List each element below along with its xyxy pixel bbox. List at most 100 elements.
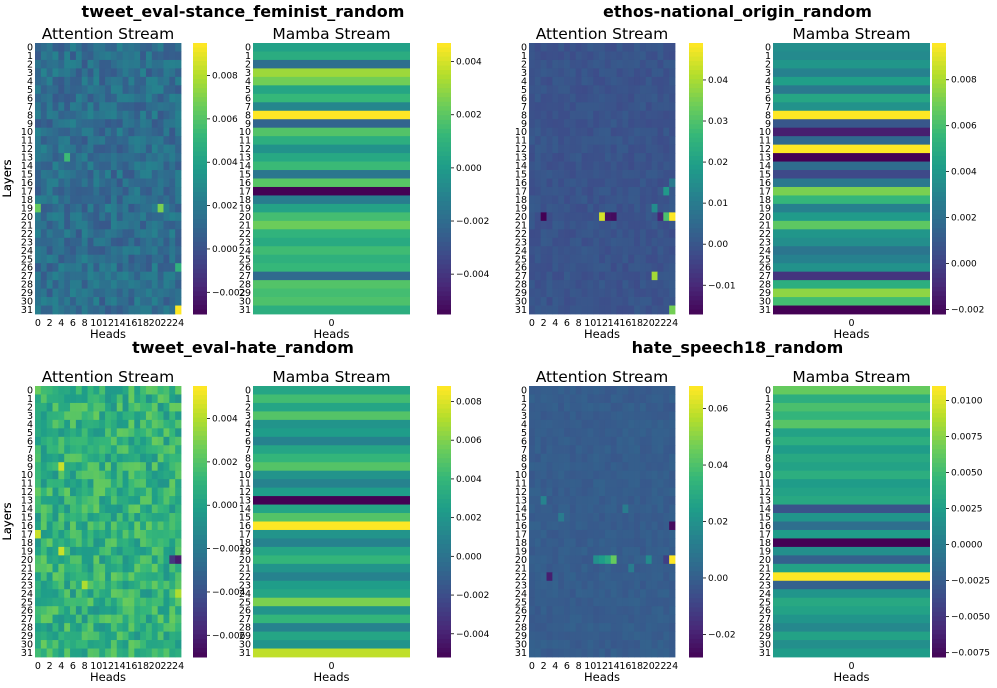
panel-2-mamba-colorbar-tick-label: 0.008 — [951, 76, 977, 86]
panel-2-attention-cell — [569, 271, 577, 281]
panel-1-attention-cell — [134, 161, 141, 171]
panel-4-attention-colorbar-segment — [689, 422, 703, 428]
panel-3-mamba-band — [253, 436, 410, 446]
panel-3-attention-cell — [122, 428, 129, 438]
panel-4-attention-cell — [645, 428, 653, 438]
panel-4-attention-cell — [639, 428, 647, 438]
panel-2-attention-cell — [604, 280, 612, 289]
panel-4-mamba-band — [773, 470, 930, 480]
panel-1-attention-cell — [105, 195, 112, 205]
panel-2-attention-cell — [639, 110, 647, 120]
panel-1-attention-cell — [87, 297, 94, 306]
panel-2-mamba-band — [773, 127, 930, 137]
panel-4-attention-cell — [534, 648, 542, 658]
panel-4-attention-cell — [634, 546, 641, 556]
panel-4-attention-cell — [599, 606, 606, 616]
panel-1-attention-cell — [70, 263, 77, 273]
panel-1-attention-cell — [87, 110, 94, 120]
panel-4-attention-cell — [622, 589, 629, 599]
panel-1-attention-cell — [157, 119, 164, 129]
panel-2-attention-cell — [610, 288, 617, 298]
panel-1-attention-cell — [122, 85, 129, 95]
panel-1-attention-cell — [93, 110, 100, 120]
panel-4-attention-colorbar-segment — [689, 638, 703, 644]
panel-3-attention-colorbar-segment — [193, 440, 207, 446]
panel-3-attention-cell — [175, 597, 182, 607]
panel-1-attention-cell — [116, 119, 123, 129]
panel-2-attention-cell — [610, 297, 617, 306]
panel-4-attention-cell — [657, 504, 664, 514]
panel-1-attention-cell — [116, 161, 123, 171]
panel-1-attention-colorbar-segment — [193, 173, 207, 179]
panel-1-mamba-colorbar-segment — [437, 173, 451, 179]
panel-1-attention-cell — [134, 271, 141, 281]
panel-1-mamba-colorbar-segment — [437, 246, 451, 252]
panel-3-attention-cell — [99, 428, 106, 438]
panel-1-attention-cell — [116, 280, 123, 289]
panel-2-attention-cell — [616, 161, 623, 171]
panel-3-mamba-band — [253, 504, 410, 514]
panel-1-attention-cell — [64, 68, 71, 78]
panel-1-attention-cell — [134, 85, 141, 95]
panel-2-attention-cell — [546, 263, 553, 273]
panel-3-attention-cell — [52, 648, 59, 658]
panel-2-attention-cell — [616, 178, 623, 188]
panel-4-attention-cell — [616, 411, 623, 421]
panel-3-attention-cell — [40, 546, 48, 556]
panel-4-attention-cell — [628, 631, 635, 641]
panel-3-attention-cell — [93, 623, 100, 632]
panel-3-layer-tick: 5 — [27, 428, 33, 439]
panel-4-head-tick: 24 — [666, 661, 678, 672]
panel-1-attention-cell — [105, 254, 112, 264]
panel-3-attention-cell — [64, 648, 71, 658]
panel-3-attention-cell — [58, 453, 65, 463]
panel-3-attention-cell — [64, 623, 71, 632]
panel-1-attention-cell — [163, 195, 170, 205]
panel-3-mamba-layer-tick: 19 — [239, 546, 251, 557]
panel-1-attention-cell — [105, 119, 112, 129]
panel-2-attention-colorbar-segment — [689, 192, 703, 198]
panel-3-attention-cell — [116, 640, 123, 649]
panel-4-attention-cell — [634, 496, 641, 505]
panel-2-mamba-colorbar-segment — [932, 264, 946, 270]
panel-1-attention-cell — [116, 271, 123, 281]
panel-2-attention-cell — [634, 178, 641, 188]
panel-1-attention-cell — [93, 102, 100, 112]
panel-2-attention-cell — [552, 237, 559, 247]
panel-4-attention-colorbar-segment — [689, 584, 703, 590]
panel-2-attention-colorbar-segment — [689, 151, 703, 157]
panel-3-attention-cell — [169, 648, 176, 658]
panel-3-attention-cell — [81, 470, 88, 480]
panel-3-attention-cell — [35, 402, 42, 412]
panel-1-attention-cell — [145, 220, 153, 230]
panel-3-attention-colorbar-segment — [193, 607, 207, 613]
panel-1-attention-cell — [40, 203, 48, 213]
panel-2-mamba-colorbar-segment — [932, 291, 946, 297]
panel-1-attention-cell — [52, 119, 59, 129]
panel-1-attention-colorbar-segment — [193, 155, 207, 161]
panel-1-attention-cell — [40, 220, 48, 230]
panel-3-attention-cell — [87, 436, 94, 446]
panel-4-mamba-colorbar-segment — [932, 395, 946, 401]
panel-2-attention-cell — [546, 280, 553, 289]
panel-2-attention-cell — [663, 203, 670, 213]
panel-4-mamba-colorbar-segment — [932, 399, 946, 405]
panel-3-attention-cell — [122, 631, 129, 641]
panel-1-attention-cell — [151, 110, 159, 120]
panel-2-attention-cell — [634, 220, 641, 230]
panel-4-attention-cell — [657, 496, 664, 505]
panel-4-mamba-layer-tick: 23 — [759, 580, 771, 591]
panel-1-mamba-colorbar-segment — [437, 178, 451, 184]
panel-4-mamba-colorbar-segment — [932, 620, 946, 626]
panel-2-attention-cell — [616, 144, 623, 154]
panel-3-attention-colorbar-segment — [193, 494, 207, 500]
panel-3-attention-cell — [128, 572, 135, 582]
panel-3-attention-cell — [105, 538, 112, 548]
panel-2-attention-cell — [610, 119, 617, 129]
panel-4-attention-cell — [575, 453, 582, 463]
panel-4-attention-cell — [552, 479, 559, 489]
panel-1-attention-cell — [64, 43, 71, 52]
panel-4-attention-cell — [558, 470, 565, 480]
panel-1-attention-cell — [35, 263, 42, 273]
panel-3-attention-cell — [46, 572, 53, 582]
